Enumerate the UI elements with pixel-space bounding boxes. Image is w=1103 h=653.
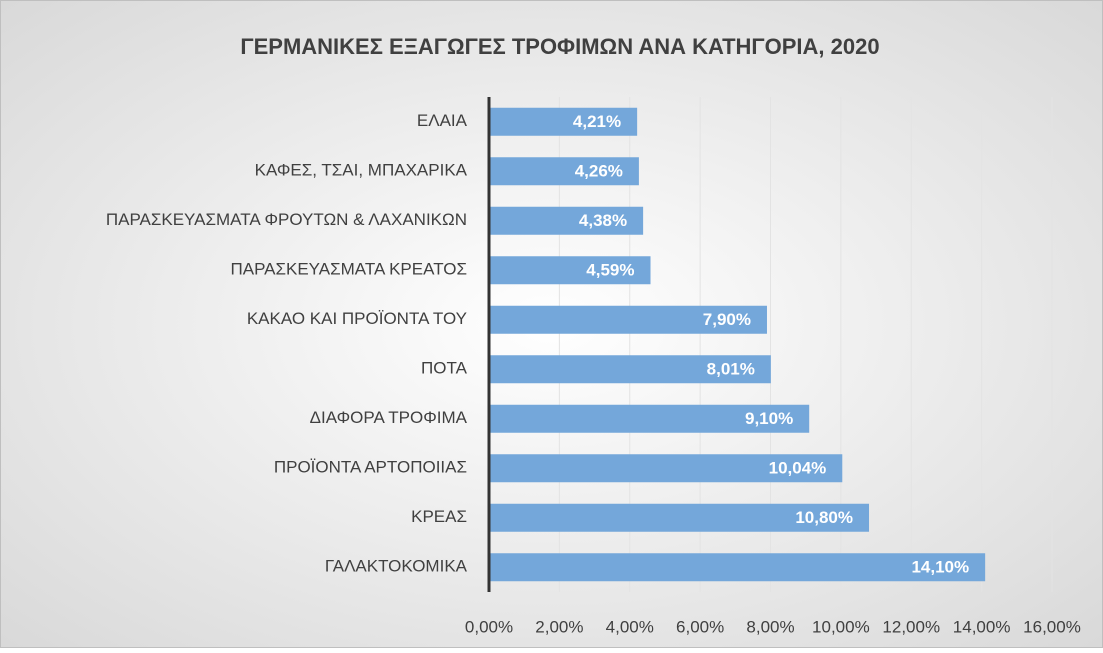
x-tick-label: 6,00% bbox=[676, 617, 724, 636]
value-label: 9,10% bbox=[745, 409, 793, 428]
x-tick-label: 0,00% bbox=[465, 617, 513, 636]
x-tick-label: 12,00% bbox=[882, 617, 940, 636]
x-tick-label: 16,00% bbox=[1023, 617, 1081, 636]
bar bbox=[489, 107, 638, 136]
bar bbox=[489, 256, 651, 285]
bar bbox=[489, 305, 767, 334]
value-label: 10,80% bbox=[795, 508, 853, 527]
bar bbox=[489, 503, 870, 532]
y-tick-label: ΠΡΟΪΟΝΤΑ ΑΡΤΟΠΟΙΙΑΣ bbox=[274, 458, 467, 477]
x-tick-label: 2,00% bbox=[535, 617, 583, 636]
value-label: 4,59% bbox=[586, 261, 634, 280]
bar bbox=[489, 454, 843, 483]
value-label: 4,26% bbox=[575, 162, 623, 181]
x-tick-label: 4,00% bbox=[606, 617, 654, 636]
x-tick-label: 8,00% bbox=[746, 617, 794, 636]
chart-title: ΓΕΡΜΑΝΙΚΕΣ ΕΞΑΓΩΓΕΣ ΤΡΟΦΙΜΩΝ ΑΝΑ ΚΑΤΗΓΟΡ… bbox=[240, 34, 879, 59]
y-tick-label: ΚΑΦΕΣ, ΤΣΑΙ, ΜΠΑΧΑΡΙΚΑ bbox=[255, 161, 468, 180]
y-tick-label: ΚΑΚΑΟ ΚΑΙ ΠΡΟΪΟΝΤΑ ΤΟΥ bbox=[247, 309, 467, 328]
bar bbox=[489, 404, 810, 433]
value-label: 10,04% bbox=[769, 459, 827, 478]
x-tick-label: 14,00% bbox=[953, 617, 1011, 636]
x-tick-label: 10,00% bbox=[812, 617, 870, 636]
value-label: 7,90% bbox=[703, 310, 751, 329]
y-tick-label: ΔΙΑΦΟΡΑ ΤΡΟΦΙΜΑ bbox=[310, 408, 468, 427]
y-tick-label: ΓΑΛΑΚΤΟΚΟΜΙΚΑ bbox=[325, 557, 468, 576]
value-label: 8,01% bbox=[707, 360, 755, 379]
y-tick-label: ΠΑΡΑΣΚΕΥΑΣΜΑΤΑ ΦΡΟΥΤΩΝ & ΛΑΧΑΝΙΚΩΝ bbox=[106, 210, 467, 229]
bar bbox=[489, 553, 986, 582]
y-tick-label: ΚΡΕΑΣ bbox=[411, 507, 467, 526]
bar bbox=[489, 157, 639, 186]
y-tick-label: ΕΛΑΙΑ bbox=[417, 111, 468, 130]
value-label: 4,21% bbox=[573, 112, 621, 131]
y-tick-label: ΠΟΤΑ bbox=[421, 359, 468, 378]
value-label: 14,10% bbox=[911, 558, 969, 577]
y-tick-label: ΠΑΡΑΣΚΕΥΑΣΜΑΤΑ ΚΡΕΑΤΟΣ bbox=[230, 260, 467, 279]
bar bbox=[489, 355, 771, 384]
bar bbox=[489, 206, 644, 235]
value-label: 4,38% bbox=[579, 211, 627, 230]
